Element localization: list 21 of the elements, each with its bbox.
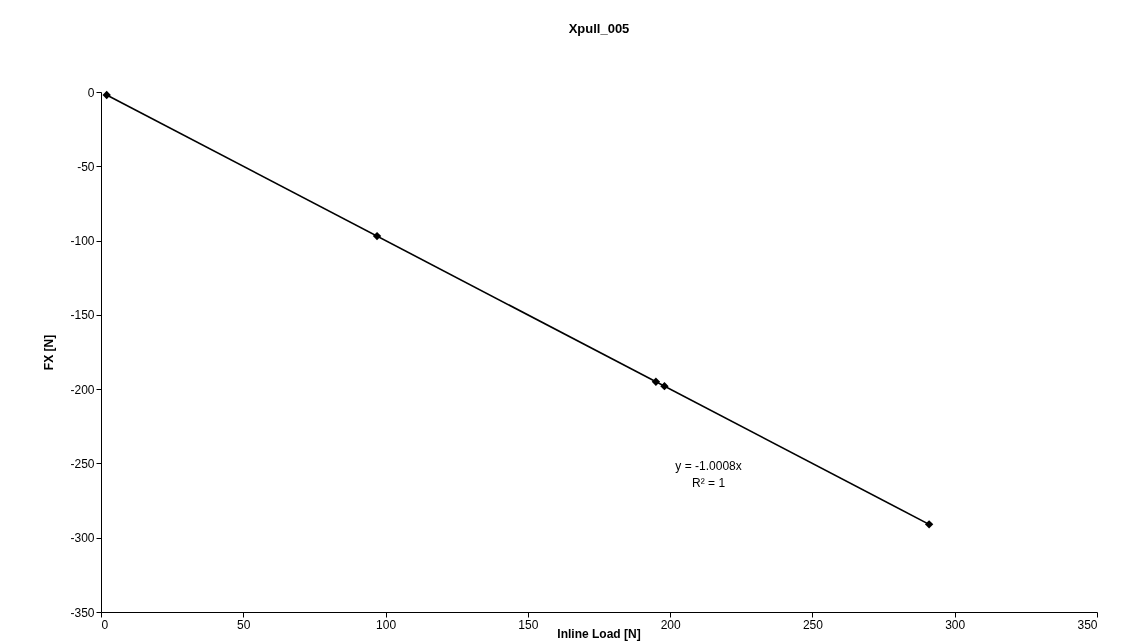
- annotation: R² = 1: [692, 476, 726, 491]
- y-tick-label: 0: [87, 85, 95, 100]
- y-tick-label: -50: [77, 159, 95, 174]
- x-tick-label: 150: [518, 617, 539, 632]
- x-tick-label: 300: [945, 617, 966, 632]
- y-tick-label: -150: [70, 308, 95, 323]
- y-tick-label: -300: [70, 531, 95, 546]
- x-tick-label: 250: [802, 617, 824, 632]
- chart-title: Xpull_005: [568, 21, 630, 36]
- annotation: y = -1.0008x: [675, 459, 742, 474]
- x-tick-label: 100: [376, 617, 397, 632]
- y-tick-label: -100: [70, 234, 95, 249]
- y-tick-label: -350: [70, 605, 95, 620]
- x-tick-label: 0: [101, 617, 109, 632]
- y-tick-label: -200: [70, 382, 95, 397]
- x-tick-label: 350: [1077, 617, 1098, 632]
- x-tick-label: 50: [237, 617, 251, 632]
- x-tick-label: 200: [660, 617, 681, 632]
- x-axis-title: Inline Load [N]: [557, 627, 641, 641]
- y-axis-title: FX [N]: [42, 334, 57, 371]
- y-tick-label: -250: [70, 456, 95, 471]
